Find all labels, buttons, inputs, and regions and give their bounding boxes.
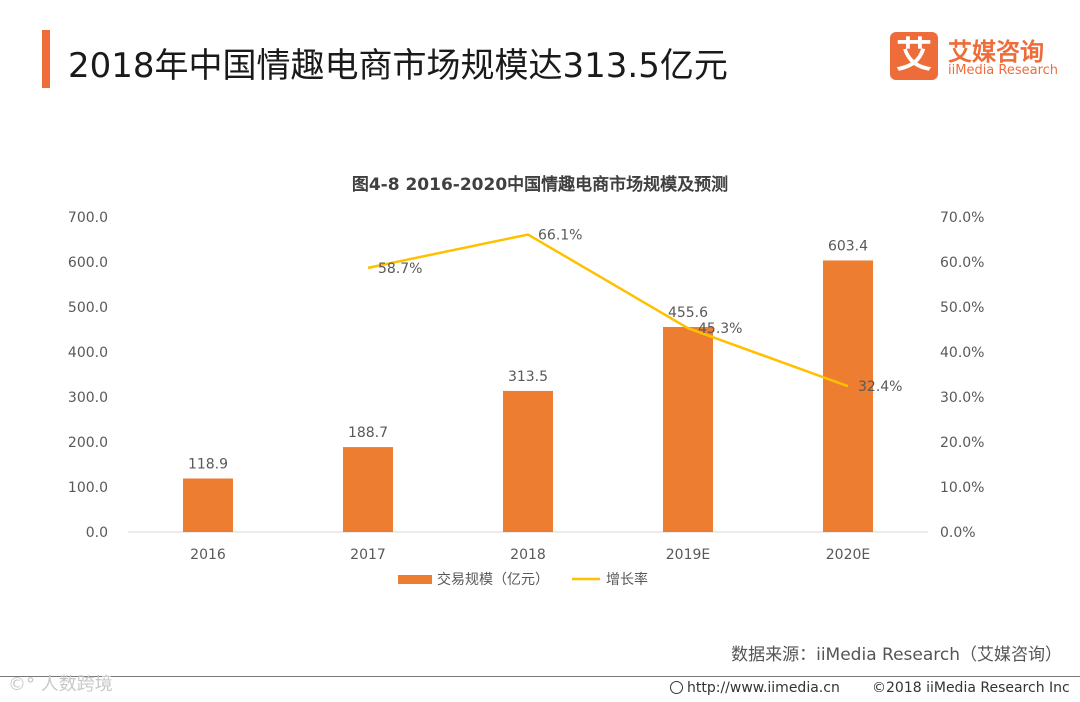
growth-rate-line <box>367 233 849 388</box>
footer-copyright: ©2018 iiMedia Research Inc <box>872 680 1070 696</box>
bar-value-label: 118.9 <box>188 456 228 472</box>
y-left-tick-label: 200.0 <box>68 435 108 451</box>
brand-logo: 艾 艾媒咨询 iiMedia Research <box>886 30 1066 90</box>
footer-divider <box>0 676 1080 677</box>
legend-line-label: 增长率 <box>606 571 648 588</box>
x-tick-label: 2017 <box>350 547 386 563</box>
bar-2016 <box>183 478 233 532</box>
line-value-label: 66.1% <box>538 228 582 244</box>
y-left-tick-label: 400.0 <box>68 345 108 361</box>
watermark: ©° 人数跨境 <box>8 674 113 695</box>
bar-2017 <box>343 447 393 532</box>
bar-value-label: 313.5 <box>508 369 548 385</box>
legend-bar-label: 交易规模（亿元） <box>437 571 549 588</box>
bar-2020E <box>823 260 873 532</box>
footer-url[interactable]: http://www.iimedia.cn <box>670 680 840 696</box>
x-tick-label: 2016 <box>190 547 226 563</box>
y-left-tick-label: 600.0 <box>68 255 108 271</box>
x-tick-label: 2019E <box>666 547 710 563</box>
logo-badge-icon: 艾 <box>890 32 938 80</box>
bar-value-label: 455.6 <box>668 305 708 321</box>
logo-name-cn: 艾媒咨询 <box>948 38 1044 66</box>
y-right-tick-label: 0.0% <box>940 525 976 541</box>
line-value-label: 45.3% <box>698 321 742 337</box>
bar-2018 <box>503 390 553 532</box>
y-right-tick-label: 10.0% <box>940 480 984 496</box>
y-right-tick-label: 20.0% <box>940 435 984 451</box>
bar-2019E <box>663 326 713 532</box>
y-left-tick-label: 500.0 <box>68 300 108 316</box>
y-right-tick-label: 50.0% <box>940 300 984 316</box>
y-right-tick-label: 30.0% <box>940 390 984 406</box>
y-left-tick-label: 0.0 <box>86 525 108 541</box>
data-source: 数据来源：iiMedia Research（艾媒咨询） <box>731 645 1062 665</box>
y-right-tick-label: 40.0% <box>940 345 984 361</box>
legend-bar-swatch <box>398 575 432 584</box>
page-title: 2018年中国情趣电商市场规模达313.5亿元 <box>68 46 728 86</box>
logo-name-en: iiMedia Research <box>948 63 1059 78</box>
x-tick-label: 2018 <box>510 547 546 563</box>
line-value-label: 32.4% <box>858 379 902 395</box>
y-right-tick-label: 70.0% <box>940 210 984 226</box>
title-accent-bar <box>42 30 50 88</box>
line-value-label: 58.7% <box>378 261 422 277</box>
bar-value-label: 188.7 <box>348 425 388 441</box>
footer-url-text: http://www.iimedia.cn <box>687 680 840 696</box>
y-left-tick-label: 100.0 <box>68 480 108 496</box>
market-size-chart: 图4-8 2016-2020中国情趣电商市场规模及预测 0.0 100.0 200.0… <box>68 174 985 588</box>
x-tick-label: 2020E <box>826 547 870 563</box>
y-left-tick-label: 700.0 <box>68 210 108 226</box>
y-left-tick-label: 300.0 <box>68 390 108 406</box>
chart-title: 图4-8 2016-2020中国情趣电商市场规模及预测 <box>352 174 728 195</box>
globe-icon <box>670 681 683 694</box>
y-right-tick-label: 60.0% <box>940 255 984 271</box>
bar-value-label: 603.4 <box>828 238 868 254</box>
